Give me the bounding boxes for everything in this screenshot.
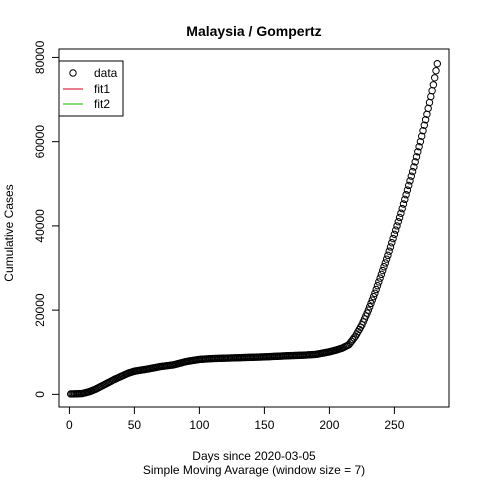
- data-point: [431, 74, 439, 82]
- x-axis-sublabel: Simple Moving Avarage (window size = 7): [143, 463, 365, 477]
- data-point: [385, 247, 393, 255]
- data-point: [395, 213, 404, 222]
- x-tick-label: 100: [189, 418, 209, 432]
- data-point: [419, 127, 427, 135]
- y-axis: 0 20000 40000 60000 80000: [33, 40, 60, 398]
- data-point: [375, 278, 383, 286]
- chart-title: Malaysia / Gompertz: [186, 23, 321, 39]
- data-point: [350, 334, 358, 342]
- data-point: [389, 234, 397, 243]
- data-point: [412, 153, 421, 161]
- y-tick-label: 40000: [33, 209, 47, 243]
- legend-data-label: data: [94, 66, 118, 80]
- x-tick-label: 150: [254, 418, 274, 432]
- data-point: [376, 274, 384, 282]
- y-tick-label: 80000: [33, 40, 47, 74]
- data-point: [368, 296, 376, 304]
- data-point: [407, 172, 415, 180]
- data-point: [364, 306, 373, 314]
- x-tick-label: 50: [128, 418, 142, 432]
- legend-box: [58, 60, 124, 117]
- data-point: [399, 200, 408, 208]
- data-point: [392, 226, 400, 234]
- x-tick-label: 0: [66, 418, 73, 432]
- data-point: [382, 255, 391, 263]
- data-point: [433, 60, 441, 68]
- data-point: [420, 121, 428, 129]
- data-point: [416, 137, 425, 146]
- x-axis: 0 50 100 150 200 250: [66, 406, 405, 432]
- legend: data fit1 fit2: [58, 60, 124, 117]
- legend-data-marker: [69, 69, 77, 77]
- data-point: [421, 116, 430, 124]
- data-point: [398, 204, 406, 213]
- data-point: [405, 181, 413, 190]
- data-point: [379, 266, 387, 275]
- data-point: [415, 143, 423, 151]
- y-tick-label: 0: [33, 391, 47, 398]
- data-point: [414, 148, 422, 156]
- data-point: [397, 209, 405, 217]
- data-point: [371, 289, 379, 297]
- data-point: [424, 104, 432, 113]
- data-point: [402, 191, 410, 199]
- data-point: [393, 222, 401, 230]
- y-tick-label: 20000: [33, 293, 47, 327]
- data-point: [394, 217, 402, 226]
- data-point: [388, 239, 396, 247]
- data-point: [384, 251, 392, 260]
- data-point: [373, 282, 382, 290]
- data-point: [403, 186, 412, 194]
- data-point: [401, 195, 409, 204]
- data-point: [410, 163, 418, 171]
- data-point: [367, 299, 375, 308]
- data-point: [428, 86, 436, 95]
- y-axis-label: Cumulative Cases: [2, 184, 16, 281]
- data-point: [408, 167, 417, 176]
- y-tick-label: 60000: [33, 125, 47, 159]
- data-point: [369, 292, 378, 301]
- x-tick-label: 200: [319, 418, 339, 432]
- data-point: [381, 259, 389, 267]
- data-point: [418, 132, 426, 140]
- legend-fit2-label: fit2: [94, 97, 110, 111]
- data-point: [372, 285, 380, 294]
- legend-fit1-label: fit1: [94, 82, 110, 96]
- x-axis-label: Days since 2020-03-05: [192, 449, 316, 463]
- data-point: [380, 263, 388, 271]
- data-point: [432, 67, 440, 75]
- data-point: [425, 98, 434, 107]
- data-point: [411, 158, 419, 166]
- x-tick-label: 250: [384, 418, 404, 432]
- data-point: [429, 81, 438, 89]
- data-point: [406, 177, 414, 185]
- data-point: [377, 270, 386, 279]
- data-point: [427, 92, 435, 101]
- data-point: [390, 230, 399, 239]
- data-point: [386, 243, 395, 251]
- data-point: [366, 303, 374, 311]
- data-points: [67, 60, 441, 398]
